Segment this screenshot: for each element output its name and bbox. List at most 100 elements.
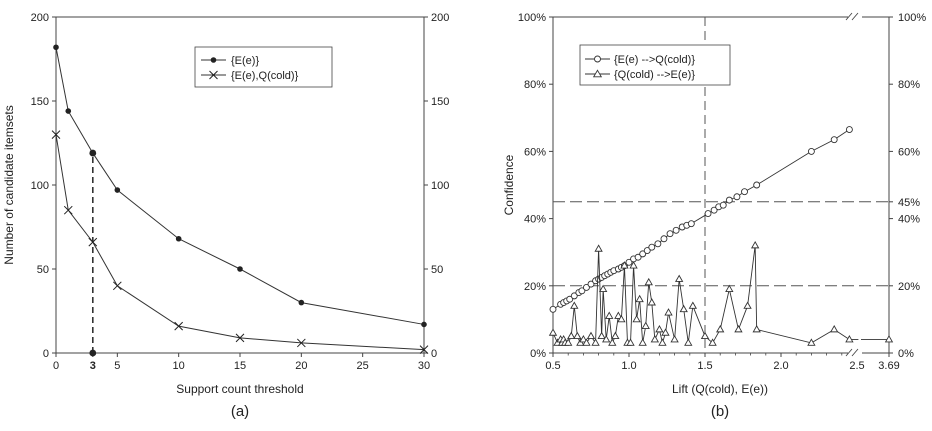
data-point-e-to-qcold bbox=[704, 210, 712, 218]
right-y-tick-label: 100% bbox=[898, 12, 926, 24]
x-tick-label: 15 bbox=[234, 360, 246, 372]
data-point-e-to-qcold bbox=[578, 287, 586, 295]
data-point-e-to-qcold bbox=[830, 136, 838, 144]
data-point-qcold-to-e bbox=[650, 335, 660, 343]
right-y-tick-label: 200 bbox=[431, 12, 449, 24]
data-point-qcold-to-e bbox=[632, 314, 641, 323]
data-point-qcold-to-e bbox=[620, 261, 629, 269]
axis-break-bottom bbox=[845, 348, 862, 357]
data-point-qcold-to-e bbox=[591, 338, 600, 346]
data-point-e-qcold bbox=[419, 345, 429, 354]
data-point-qcold-to-e bbox=[614, 311, 623, 319]
data-point-e-qcold bbox=[88, 237, 98, 247]
legend-marker-x bbox=[209, 70, 218, 80]
panel-b-chart: 0.5 1.0 1.5 2.0 2.5 3.690%20%40%60%80%100%0%2… bbox=[502, 12, 926, 420]
right-y-tick-label: 40% bbox=[898, 214, 920, 226]
data-point-e bbox=[65, 108, 72, 114]
data-point-qcold-to-e bbox=[638, 338, 647, 346]
data-point-e-to-qcold bbox=[625, 258, 633, 266]
data-point-qcold-to-e bbox=[661, 328, 670, 336]
x-tick-label: 20 bbox=[295, 360, 307, 372]
panel-a-legend-box bbox=[194, 46, 333, 88]
data-point-qcold-to-e bbox=[725, 284, 734, 293]
data-point-qcold-to-e bbox=[647, 298, 656, 306]
panel-a-caption: (a) bbox=[231, 403, 249, 420]
data-point-qcold-to-e bbox=[884, 335, 894, 343]
data-point-qcold-to-e bbox=[586, 331, 596, 340]
panel-b-caption: (b) bbox=[711, 403, 729, 420]
panel-b-x-axis-label: Lift (Q(cold), E(e)) bbox=[672, 382, 768, 396]
data-point-e bbox=[53, 44, 59, 51]
data-point-e bbox=[298, 299, 305, 306]
y-tick-label: 80% bbox=[524, 79, 546, 91]
data-point-e-to-qcold bbox=[845, 126, 853, 134]
data-point-qcold-to-e bbox=[611, 331, 620, 340]
data-point-qcold-to-e bbox=[807, 338, 816, 346]
x-tick-label: 3.69 bbox=[878, 360, 899, 372]
data-point-qcold-to-e bbox=[582, 338, 591, 346]
x-tick-label: 5 bbox=[114, 360, 120, 372]
data-point-e-to-qcold bbox=[733, 193, 741, 201]
data-point-e-to-qcold bbox=[666, 230, 674, 238]
x-tick-label: 1.0 bbox=[621, 360, 636, 372]
legend-marker-filled-circle bbox=[210, 57, 217, 63]
legend-label-e-qcold: {E(e),Q(cold)} bbox=[231, 70, 299, 82]
panel-a-series bbox=[51, 44, 429, 354]
x-tick-label: 30 bbox=[418, 360, 430, 372]
data-point-qcold-to-e bbox=[734, 324, 743, 333]
data-point-e-to-qcold bbox=[719, 201, 727, 209]
data-point-qcold-to-e bbox=[564, 338, 573, 346]
x-tick-label: 2.5 bbox=[849, 360, 864, 372]
data-point-e-to-qcold bbox=[566, 295, 574, 303]
y-tick-label: 0 bbox=[43, 348, 49, 360]
panel-b-legend-box bbox=[579, 44, 731, 86]
data-point-qcold-to-e bbox=[743, 301, 752, 309]
data-point-e-to-qcold bbox=[634, 253, 642, 261]
right-y-tick-label: 80% bbox=[898, 79, 920, 91]
x-tick-label: 2.0 bbox=[773, 360, 788, 372]
data-point-e bbox=[90, 150, 96, 156]
data-point-e-qcold bbox=[174, 321, 184, 331]
data-point-e-qcold bbox=[296, 338, 306, 348]
y-tick-label: 40% bbox=[524, 214, 546, 226]
legend-marker-open-circle bbox=[594, 55, 601, 63]
y-tick-label: 100% bbox=[518, 12, 546, 24]
data-point-e-qcold bbox=[63, 205, 73, 215]
data-point-qcold-to-e bbox=[688, 301, 698, 309]
data-point-qcold-to-e bbox=[752, 324, 761, 333]
data-point-qcold-to-e bbox=[617, 314, 626, 323]
right-y-tick-label: 20% bbox=[898, 281, 920, 293]
y-tick-label: 100 bbox=[31, 180, 49, 192]
data-point-e-qcold bbox=[51, 130, 61, 139]
data-point-qcold-to-e bbox=[664, 308, 673, 316]
data-point-qcold-to-e bbox=[658, 338, 667, 346]
data-point-qcold-to-e bbox=[674, 274, 684, 282]
data-point-qcold-to-e bbox=[629, 261, 638, 269]
data-point-qcold-to-e bbox=[716, 324, 725, 333]
data-point-e bbox=[421, 321, 427, 328]
data-point-e bbox=[114, 187, 121, 193]
data-point-qcold-to-e bbox=[602, 335, 611, 343]
data-point-qcold-to-e bbox=[700, 331, 710, 340]
panel-a-annotations bbox=[89, 149, 97, 357]
data-point-qcold-to-e bbox=[605, 311, 614, 319]
data-point-qcold-to-e bbox=[684, 338, 693, 346]
data-point-e-qcold bbox=[112, 281, 122, 291]
data-point-e-to-qcold bbox=[587, 280, 595, 288]
data-point-qcold-to-e bbox=[567, 331, 576, 340]
y-tick-label: 200 bbox=[31, 12, 49, 24]
data-point-e-to-qcold bbox=[648, 243, 656, 251]
data-point-e-to-qcold bbox=[643, 247, 651, 254]
data-point-e-to-qcold bbox=[660, 235, 668, 243]
data-point-e-to-qcold bbox=[807, 147, 815, 155]
data-point-qcold-to-e bbox=[635, 294, 644, 303]
right-y-tick-label: 0 bbox=[431, 348, 437, 360]
legend-label-e: {E(e)} bbox=[231, 55, 259, 67]
panel-b-series bbox=[548, 126, 894, 346]
data-point-qcold-to-e bbox=[598, 284, 608, 293]
data-point-e bbox=[175, 235, 182, 242]
data-point-qcold-to-e bbox=[573, 331, 582, 340]
right-y-tick-label: 60% bbox=[898, 146, 920, 158]
data-point-e-to-qcold bbox=[710, 206, 718, 214]
